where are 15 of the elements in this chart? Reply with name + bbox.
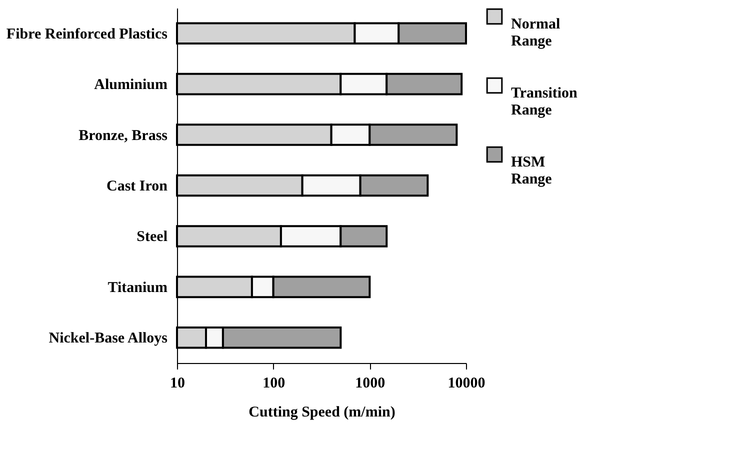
x-axis-title: Cutting Speed (m/min) — [248, 404, 396, 420]
x-tick-label: 100 — [262, 376, 286, 392]
y-tick-label: Aluminium — [94, 77, 168, 94]
x-tick-label: 1000 — [355, 376, 386, 392]
legend-label: Transition Range — [511, 86, 578, 118]
y-tick-label: Nickel-Base Alloys — [48, 330, 168, 347]
legend-label: Normal Range — [511, 16, 560, 50]
y-tick-label: Steel — [136, 229, 168, 246]
y-tick-label: Titanium — [108, 280, 168, 296]
x-tick-label: 10 — [170, 376, 185, 392]
y-tick-label: Fibre Reinforced Plastics — [6, 26, 168, 42]
legend-label: HSM Range — [511, 154, 552, 188]
x-tick-label: 10000 — [448, 376, 486, 392]
y-tick-label: Cast Iron — [106, 178, 168, 194]
y-tick-label: Bronze, Brass — [78, 128, 168, 144]
